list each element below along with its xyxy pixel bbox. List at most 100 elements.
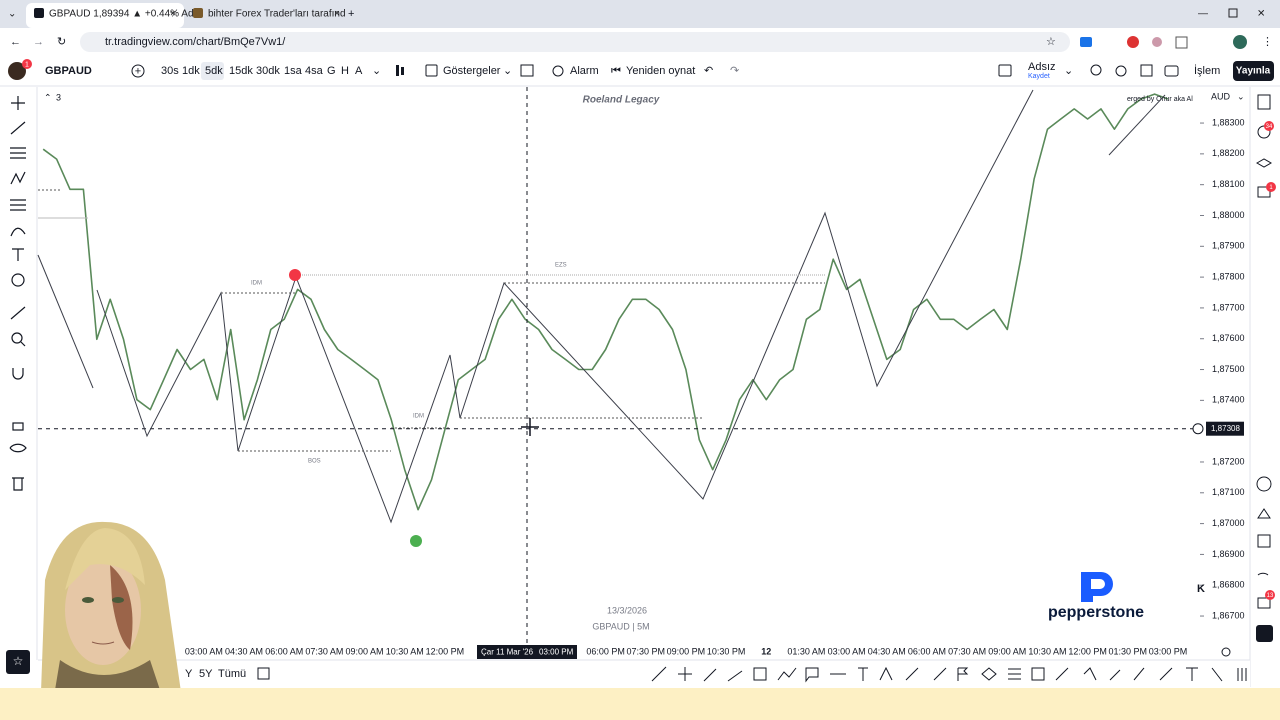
crosshair-time-box bbox=[477, 645, 577, 659]
undo-button[interactable]: ↶ bbox=[704, 65, 713, 77]
time-tick-label: 06:00 AM bbox=[265, 646, 303, 656]
price-tick-label: 1,87100 bbox=[1212, 487, 1245, 497]
compare-button[interactable] bbox=[131, 64, 145, 78]
time-tick-label: 10:30 AM bbox=[386, 646, 424, 656]
price-line bbox=[42, 93, 1169, 511]
chart-pane[interactable] bbox=[38, 87, 1200, 645]
axis-settings[interactable] bbox=[1221, 647, 1231, 657]
tab-strip bbox=[0, 0, 1280, 28]
legend-toggle[interactable]: ⌃ bbox=[44, 92, 52, 102]
time-tick-label: 07:30 PM bbox=[626, 646, 665, 656]
sidebar-icons[interactable] bbox=[1255, 94, 1273, 609]
replay-button[interactable]: Yeniden oynat bbox=[626, 65, 695, 77]
interval-button[interactable]: A bbox=[355, 65, 363, 77]
tab-close[interactable]: × bbox=[170, 9, 176, 20]
chart-type-button[interactable] bbox=[396, 65, 404, 76]
alarm-button[interactable]: Alarm bbox=[570, 65, 599, 77]
right-sidebar bbox=[1250, 87, 1280, 687]
layout-name[interactable]: Adsız bbox=[1028, 61, 1056, 73]
badge-count: 34 bbox=[1266, 124, 1273, 130]
price-tick-label: 1,87200 bbox=[1212, 456, 1245, 466]
time-tick-label: 09:00 PM bbox=[667, 646, 706, 656]
time-tick-label: 06:00 PM bbox=[586, 646, 625, 656]
window-minimize[interactable]: — bbox=[1198, 9, 1208, 20]
bottom-toolbar bbox=[38, 660, 1250, 688]
time-tick-label: 04:30 AM bbox=[868, 646, 906, 656]
tab-title[interactable]: bihter Forex Trader'ları tarafınd bbox=[208, 9, 346, 20]
time-tick-label: 03:00 AM bbox=[828, 646, 866, 656]
range-button[interactable]: Tümü bbox=[218, 668, 246, 680]
user-avatar[interactable] bbox=[8, 62, 26, 80]
cursor bbox=[521, 418, 539, 436]
bookmark-star[interactable]: ☆ bbox=[1046, 36, 1056, 48]
time-tick-label: 01:30 AM bbox=[787, 646, 825, 656]
interval-button[interactable]: 1sa bbox=[284, 65, 303, 77]
layout-dropdown[interactable]: ⌄ bbox=[1064, 65, 1073, 77]
templates-button[interactable] bbox=[520, 64, 534, 77]
bottom-banner bbox=[0, 688, 1280, 720]
range-button[interactable]: Y bbox=[185, 668, 193, 680]
tab-active[interactable] bbox=[26, 3, 184, 28]
tab-search[interactable]: ⌄ bbox=[8, 9, 16, 20]
omnibox[interactable] bbox=[80, 32, 1070, 52]
price-tick-label: 1,87400 bbox=[1212, 395, 1245, 405]
interval-button[interactable]: G bbox=[327, 65, 336, 77]
time-tick-label: 09:00 AM bbox=[988, 646, 1026, 656]
interval-button[interactable]: 30s bbox=[161, 65, 179, 77]
symbol-search[interactable]: GBPAUD bbox=[45, 65, 92, 77]
time-tick-label: 06:00 AM bbox=[908, 646, 946, 656]
interval-button[interactable]: H bbox=[341, 65, 349, 77]
tab-title[interactable]: GBPAUD 1,89394 ▲ +0.44% Ad bbox=[49, 9, 194, 20]
interval-button[interactable]: 30dk bbox=[256, 65, 280, 77]
crosshair-date: Çar 11 Mar '26 bbox=[481, 648, 534, 657]
interval-button[interactable]: 4sa bbox=[305, 65, 324, 77]
badge bbox=[1264, 121, 1274, 131]
indicators-icon bbox=[425, 64, 438, 77]
interval-button[interactable]: 15dk bbox=[229, 65, 253, 77]
redo-button[interactable]: ↷ bbox=[730, 65, 739, 77]
broker-name: pepperstone bbox=[1048, 604, 1144, 621]
interval-button[interactable]: 5dk bbox=[205, 65, 223, 77]
crosshair-time: 03:00 PM bbox=[539, 648, 574, 657]
forward-button[interactable]: → bbox=[33, 36, 44, 48]
compare-plus: + bbox=[135, 65, 141, 77]
drawing-tools[interactable] bbox=[9, 96, 27, 491]
price-tick-label: 1,87800 bbox=[1212, 271, 1245, 281]
price-tick-label: 1,86700 bbox=[1212, 610, 1245, 620]
bottom-drawing-tools[interactable] bbox=[651, 666, 1247, 683]
time-tick-label: 12:00 PM bbox=[426, 646, 465, 656]
save-link[interactable]: Kaydet bbox=[1028, 73, 1050, 80]
layout-button[interactable] bbox=[998, 64, 1012, 77]
trade-button[interactable]: İşlem bbox=[1194, 64, 1220, 77]
publish-label: Yayınla bbox=[1236, 66, 1271, 77]
legend-count[interactable]: 3 bbox=[56, 92, 61, 102]
interval-active bbox=[201, 62, 224, 80]
currency-dropdown[interactable]: ⌄ bbox=[1237, 91, 1245, 101]
window-close[interactable]: ✕ bbox=[1257, 9, 1265, 20]
browser-menu[interactable]: ⋮ bbox=[1262, 36, 1273, 48]
price-tick-label: 1,88200 bbox=[1212, 148, 1245, 158]
tab-close[interactable]: × bbox=[334, 9, 340, 20]
new-tab[interactable]: + bbox=[348, 8, 354, 20]
time-tick-label: 10:30 AM bbox=[1028, 646, 1066, 656]
annotation: IDM bbox=[251, 281, 262, 287]
interval-dropdown[interactable]: ⌄ bbox=[372, 65, 381, 77]
favorites-button[interactable] bbox=[6, 650, 30, 674]
range-button[interactable]: 5Y bbox=[199, 668, 213, 680]
back-button[interactable]: ← bbox=[10, 36, 21, 48]
indicators-dropdown[interactable]: ⌄ bbox=[503, 65, 512, 77]
window-maximize[interactable] bbox=[1228, 8, 1238, 18]
interval-button[interactable]: 1dk bbox=[182, 65, 200, 77]
broker-logo bbox=[1081, 572, 1113, 602]
annotation: BOS bbox=[308, 459, 321, 465]
structure-lines bbox=[38, 189, 825, 452]
reload-button[interactable]: ↻ bbox=[57, 36, 66, 48]
url[interactable]: tr.tradingview.com/chart/BmQe7Vw1/ bbox=[105, 36, 286, 48]
publish-button[interactable] bbox=[1233, 61, 1274, 81]
annotation: EZS bbox=[555, 263, 567, 269]
time-tick-label: 01:30 PM bbox=[1109, 646, 1148, 656]
date-range-button[interactable] bbox=[257, 667, 270, 680]
indicators-button[interactable]: Göstergeler bbox=[443, 65, 501, 77]
products-button[interactable] bbox=[1256, 625, 1273, 642]
